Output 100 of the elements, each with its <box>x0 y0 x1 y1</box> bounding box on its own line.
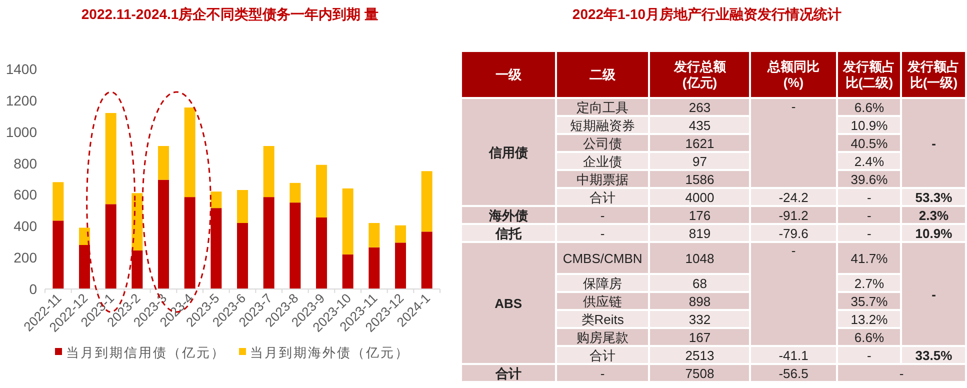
text: 短期融资券 <box>570 118 636 132</box>
bar <box>290 182 301 203</box>
text: - <box>867 190 872 204</box>
bar <box>368 223 380 248</box>
legend-label: 当月到期信用债（亿元） <box>66 345 226 360</box>
text: -79.6 <box>778 226 808 240</box>
y-tick-label: 1400 <box>6 61 38 77</box>
text: 41.7% <box>850 250 888 266</box>
text: - <box>600 226 605 240</box>
y-tick-label: 1000 <box>6 124 38 140</box>
text: - <box>600 208 605 222</box>
text: 332 <box>688 312 711 326</box>
bar <box>132 250 143 289</box>
bar <box>52 182 64 221</box>
bar <box>132 193 143 250</box>
text: - <box>600 366 605 380</box>
bar <box>368 247 380 289</box>
text: 1586 <box>685 172 714 186</box>
text: 2.4% <box>854 154 884 168</box>
legend-label: 当月到期海外债（亿元） <box>250 345 410 360</box>
text: - <box>932 286 936 302</box>
category-label: 发行额占比(二级) <box>838 52 900 97</box>
text: 定向工具 <box>576 100 629 114</box>
text: 购房尾款 <box>576 330 629 344</box>
text: ABS <box>494 296 522 310</box>
text: - <box>867 208 872 222</box>
text: - <box>791 243 796 258</box>
category-label: 发行总额 (亿元) <box>650 52 750 97</box>
text: - <box>932 136 936 150</box>
text: 合计 <box>495 366 522 380</box>
y-tick-label: 800 <box>14 155 38 172</box>
text: 53.3% <box>915 190 952 204</box>
chart-title: 2022.11-2024.1房企不同类型债务一年内到期 量 <box>80 6 380 24</box>
text: 167 <box>688 330 711 344</box>
text: - <box>791 99 796 114</box>
text: 6.6% <box>854 330 884 344</box>
text: 2513 <box>685 348 714 362</box>
text: 33.5% <box>915 348 952 362</box>
bar <box>79 245 90 289</box>
bar <box>210 208 222 289</box>
text: 企业债 <box>583 154 622 168</box>
text: -24.2 <box>778 190 808 204</box>
bar <box>342 188 354 254</box>
text: 信用债 <box>488 144 528 160</box>
text: 435 <box>688 118 711 132</box>
text: 1048 <box>685 250 714 266</box>
text: 4000 <box>685 190 714 204</box>
bar <box>263 146 274 198</box>
bar <box>210 192 222 208</box>
y-tick-label: 400 <box>14 218 38 234</box>
text: 176 <box>688 208 711 222</box>
bar <box>263 197 274 289</box>
text: - <box>867 226 872 240</box>
text: 263 <box>688 100 711 114</box>
text: 中期票据 <box>576 172 629 186</box>
text: -56.5 <box>778 366 808 380</box>
bar <box>290 202 301 289</box>
bar <box>105 204 116 289</box>
text: 40.5% <box>850 136 888 150</box>
text: -41.1 <box>778 348 808 362</box>
category-label: 一级 <box>462 52 555 97</box>
text: 保障房 <box>583 276 622 290</box>
bar <box>184 108 196 198</box>
text: 7508 <box>685 366 714 380</box>
text: 海外债 <box>488 208 528 222</box>
y-tick-label: 0 <box>29 281 38 297</box>
bar <box>237 223 248 289</box>
text: 供应链 <box>583 294 622 308</box>
bar <box>395 225 406 243</box>
text: 1621 <box>685 136 714 150</box>
text: - <box>867 348 872 362</box>
category-label: 发行额占比(一级) <box>902 52 965 97</box>
bar <box>421 171 432 232</box>
text: 合计 <box>590 190 616 204</box>
text: - <box>899 366 904 380</box>
text: -91.2 <box>778 208 808 222</box>
bar <box>79 228 90 245</box>
y-tick-label: 200 <box>14 250 38 266</box>
category-label: 总额同比 (%) <box>751 52 836 97</box>
text: 819 <box>688 226 711 240</box>
text: 10.9% <box>850 118 888 132</box>
text: 2.7% <box>854 276 884 290</box>
bar <box>316 164 327 218</box>
bar <box>52 220 64 289</box>
category-label: 二级 <box>556 52 648 97</box>
text: 13.2% <box>850 312 888 326</box>
bar <box>421 232 432 289</box>
text: 信托 <box>495 226 522 240</box>
text: 合计 <box>590 348 616 362</box>
bar <box>316 218 327 289</box>
text: 类Reits <box>581 312 624 326</box>
bar <box>158 146 169 180</box>
text: 6.6% <box>854 100 884 114</box>
bar <box>342 254 354 289</box>
bar <box>105 113 116 204</box>
text: 10.9% <box>915 226 952 240</box>
text: 2022年1-10月房地产行业融资发行情况统计 <box>571 6 843 24</box>
text: 公司债 <box>583 136 622 150</box>
bar <box>237 190 248 223</box>
bar <box>395 242 406 289</box>
